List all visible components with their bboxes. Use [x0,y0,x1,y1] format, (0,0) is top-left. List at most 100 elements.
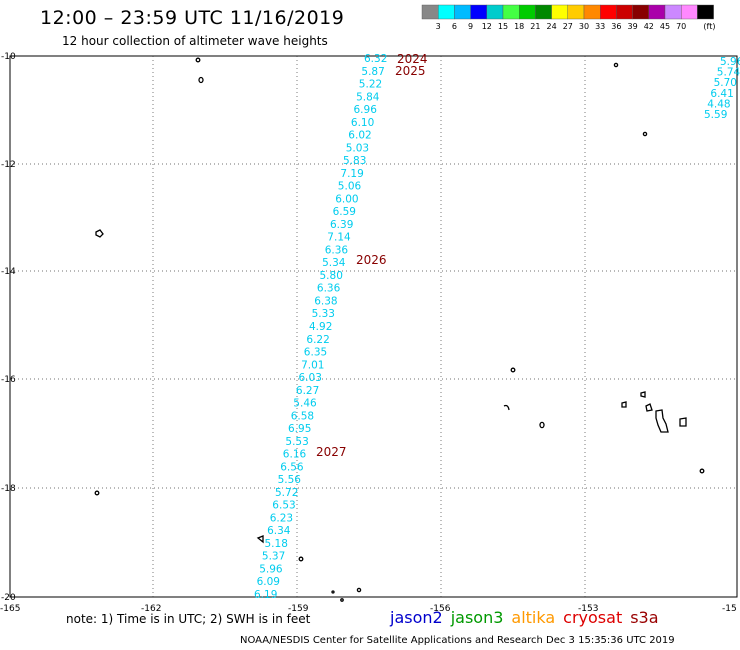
legend-swatch [438,4,455,20]
swh-value: 6.35 [304,347,327,359]
swh-value: 6.36 [317,283,341,295]
swh-value: 6.02 [348,130,371,142]
island [640,391,646,398]
legend-tick-label: 70 [676,22,686,31]
island [645,403,653,412]
swh-value: 6.19 [254,589,277,601]
swh-value: 5.59 [704,109,727,121]
legend-swatch [454,4,471,20]
swh-value: 6.36 [325,244,349,256]
swh-value: 6.03 [299,372,322,384]
legend-swatch [470,4,488,20]
legend-swatch [583,4,601,20]
swh-value: 5.70 [714,77,737,89]
swh-value: 6.58 [291,410,314,422]
swh-value: 5.72 [275,487,298,499]
legend-tick-label: 36 [611,22,621,31]
satellite-altika: altika [511,608,556,627]
island [503,404,510,411]
credit-line: NOAA/NESDIS Center for Satellite Applica… [240,635,675,646]
pass-label-2024: 2024 [397,52,428,66]
swh-value: 5.96 [720,56,740,68]
swh-value: 6.41 [710,88,733,100]
axis-labels: -165 -162 -159 -156 -153 -15 -10 -12 -14 -16 -18 -2… [0,52,737,614]
island [621,401,627,408]
legend-tick-label: 3 [436,22,441,31]
swh-value: 5.37 [262,551,285,563]
latitude-label: -10 [1,52,16,62]
legend-swatch [632,4,649,20]
longitude-label: -165 [0,604,20,614]
swh-value: 6.34 [267,525,291,537]
swh-value: 6.09 [257,576,280,588]
swh-value: 5.22 [359,79,382,91]
legend-tick-label: 15 [498,22,508,31]
legend-tick-label: 12 [482,22,492,31]
island [95,229,104,238]
swh-value: 5.53 [285,436,308,448]
longitude-label: -159 [288,604,309,614]
lat-lon-grid [10,56,737,597]
swh-value: 6.22 [306,334,329,346]
swh-value: 6.56 [280,461,304,473]
latitude-label: -16 [1,375,16,385]
legend-swatch [535,4,552,20]
island [298,556,304,562]
altimeter-track-main: 6.325.875.225.846.966.106.025.035.837.19… [254,53,387,601]
legend-tick-label: 6 [452,22,457,31]
swh-value: 5.56 [278,474,302,486]
units-note: note: 1) Time is in UTC; 2) SWH is in fe… [66,612,311,626]
swh-value: 4.92 [309,321,332,333]
pass-label-2027: 2027 [316,445,347,459]
swh-value: 5.34 [322,257,346,269]
swh-value: 5.80 [320,270,343,282]
swh-value: 6.32 [364,53,387,65]
longitude-label: -15 [722,604,737,614]
satellite-jason3: jason3 [450,608,504,627]
swh-value: 6.53 [272,500,295,512]
swh-value: 5.83 [343,155,366,167]
island [679,417,687,427]
longitude-label: -162 [141,604,161,614]
swh-value: 7.01 [301,359,324,371]
swh-value: 4.48 [707,98,730,110]
swh-value: 5.33 [312,308,335,320]
latitude-label: -14 [1,267,16,277]
swh-value: 6.95 [288,423,311,435]
legend-tick-label: 42 [644,22,654,31]
legend-unit: (ft) [703,22,715,31]
swh-value: 5.87 [361,66,384,78]
swh-value: 5.06 [338,181,362,193]
swh-value: 7.19 [340,168,363,180]
island [256,535,264,544]
island [356,587,362,593]
legend-tick-label: 24 [547,22,557,31]
island [510,367,516,373]
legend-tick-label: 18 [514,22,524,31]
swh-value: 5.84 [356,91,380,103]
longitude-label: -153 [578,604,598,614]
swh-value: 6.00 [335,193,358,205]
longitude-label: -156 [430,604,451,614]
island [699,468,705,474]
island [642,131,648,137]
legend-tick-label: 33 [595,22,605,31]
map-title: 12:00 – 23:59 UTC 11/16/2019 [40,7,345,29]
legend-swatch [664,4,682,20]
swh-value: 6.38 [314,296,337,308]
swh-value: 5.46 [293,398,317,410]
satellite-s3a: s3a [630,608,659,627]
latitude-label: -18 [1,484,16,494]
swh-value: 5.96 [259,564,283,576]
satellite-legend: jason2 jason3 altika cryosat s3a [390,608,667,627]
pass-label-2025: 2025 [395,64,426,78]
swh-value: 6.39 [330,219,353,231]
satellite-cryosat: cryosat [563,608,623,627]
legend-swatch [486,4,504,20]
island [195,57,201,63]
island [539,421,545,429]
island [331,590,335,594]
latitude-label: -12 [1,160,16,170]
